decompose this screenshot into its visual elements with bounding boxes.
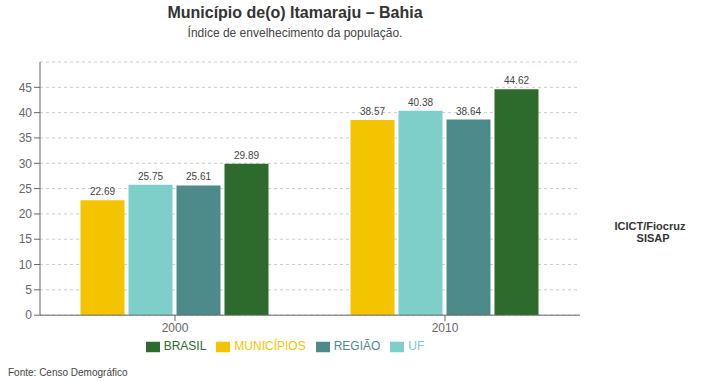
html-text:REGIÃO: REGIÃO bbox=[333, 339, 381, 354]
svg-text:35: 35 bbox=[19, 131, 33, 145]
svg-text:30: 30 bbox=[19, 157, 33, 171]
svg-text:25.75: 25.75 bbox=[138, 171, 163, 182]
svg-text:40: 40 bbox=[19, 106, 33, 120]
svg-text:38.57: 38.57 bbox=[360, 106, 385, 117]
svg-text:40.38: 40.38 bbox=[408, 97, 433, 108]
html-text:Índice de envelhecimento da po: Índice de envelhecimento da população. bbox=[187, 26, 403, 40]
svg-text:2010: 2010 bbox=[432, 321, 459, 335]
svg-text:5: 5 bbox=[25, 283, 32, 297]
svg-text:22.69: 22.69 bbox=[90, 186, 115, 197]
html-text:BRASIL: BRASIL bbox=[163, 339, 207, 354]
svg-text:2000: 2000 bbox=[162, 321, 189, 335]
svg-text:25.61: 25.61 bbox=[186, 171, 211, 182]
svg-text:38.64: 38.64 bbox=[456, 106, 481, 117]
html-text:Fonte: Censo Demográfico: Fonte: Censo Demográfico bbox=[8, 367, 128, 378]
svg-text:45: 45 bbox=[19, 81, 33, 95]
html-text:Município de(o) Itamaraju – Ba: Município de(o) Itamaraju – Bahia bbox=[167, 4, 423, 21]
svg-text:44.62: 44.62 bbox=[504, 75, 529, 86]
svg-text:25: 25 bbox=[19, 182, 33, 196]
html-text:MUNICÍPIOS: MUNICÍPIOS bbox=[234, 339, 306, 354]
svg-text:0: 0 bbox=[25, 308, 32, 322]
svg-text:15: 15 bbox=[19, 232, 33, 246]
svg-text:10: 10 bbox=[19, 258, 33, 272]
html-text:UF: UF bbox=[408, 339, 425, 354]
svg-text:20: 20 bbox=[19, 207, 33, 221]
svg-text:29.89: 29.89 bbox=[234, 150, 259, 161]
html-text:ICICT/Fiocruz SISAP: ICICT/Fiocruz SISAP bbox=[614, 220, 686, 244]
